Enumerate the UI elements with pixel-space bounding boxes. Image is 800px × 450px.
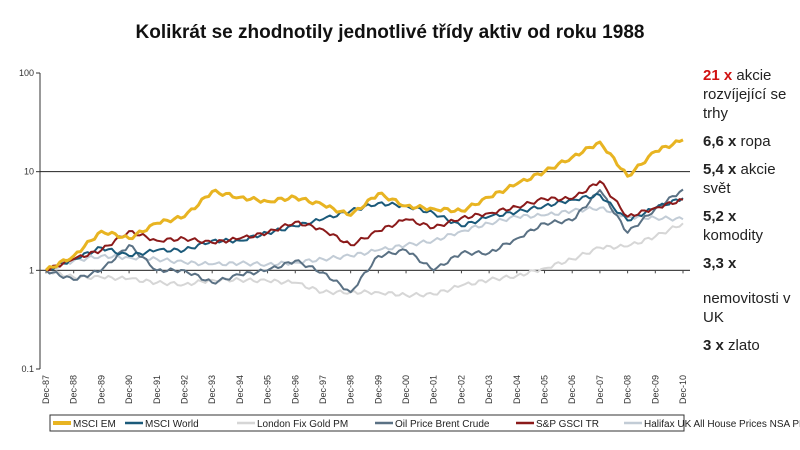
- x-tick-label: Dec-92: [179, 375, 189, 404]
- x-tick-label: Dec-93: [207, 375, 217, 404]
- annotation-label: akcie svět: [703, 161, 776, 197]
- annotation: 21 x akcie rozvíjející se trhy: [703, 66, 800, 123]
- x-tick-label: Dec-97: [318, 375, 328, 404]
- y-tick-label: 100: [19, 68, 34, 78]
- series-line-halifax-uk-all-house-prices-nsa-pr: [45, 206, 684, 272]
- annotation-label: akcie rozvíjející se trhy: [703, 67, 787, 122]
- series-line-msci-em: [44, 138, 684, 272]
- series-line-london-fix-gold-pm: [45, 222, 684, 298]
- annotations: 21 x akcie rozvíjející se trhy 6,6 x ropa…: [703, 66, 800, 364]
- x-tick-label: Dec-87: [41, 375, 51, 404]
- x-tick-label: Dec-10: [678, 375, 688, 404]
- y-tick-label: 1: [29, 265, 34, 275]
- annotation-label: ropa: [740, 133, 771, 150]
- legend-label: Oil Price Brent Crude: [395, 419, 490, 430]
- legend-label: London Fix Gold PM: [257, 419, 348, 430]
- annotation: 3,3 x: [703, 254, 800, 273]
- annotation: 3 x zlato: [703, 336, 800, 355]
- x-tick-label: Dec-99: [373, 375, 383, 404]
- annotation-label: komodity: [703, 227, 764, 244]
- x-tick-label: Dec-09: [650, 375, 660, 404]
- annotation-multiplier: 5,2 x: [703, 208, 737, 225]
- x-tick-label: Dec-90: [124, 375, 134, 404]
- y-tick-label: 10: [24, 167, 34, 177]
- x-tick-label: Dec-01: [429, 375, 439, 404]
- x-tick-label: Dec-89: [96, 375, 106, 404]
- x-tick-label: Dec-02: [456, 375, 466, 404]
- x-tick-label: Dec-94: [235, 375, 245, 404]
- legend: [49, 414, 685, 432]
- legend-label: Halifax UK All House Prices NSA PR: [644, 419, 800, 430]
- x-tick-label: Dec-03: [484, 375, 494, 404]
- legend-label: MSCI EM: [73, 419, 116, 430]
- x-tick-label: Dec-98: [346, 375, 356, 404]
- x-tick-label: Dec-06: [567, 375, 577, 404]
- x-tick-label: Dec-08: [623, 375, 633, 404]
- y-tick-label: 0.1: [21, 364, 34, 374]
- legend-label: S&P GSCI TR: [536, 419, 599, 430]
- annotation-multiplier: 5,4 x: [703, 161, 737, 178]
- annotation-multiplier: 6,6 x: [703, 133, 737, 150]
- annotation: 5,4 x akcie svět: [703, 160, 800, 198]
- annotation-multiplier: 3,3 x: [703, 255, 737, 272]
- x-tick-label: Dec-00: [401, 375, 411, 404]
- chart-title: Kolikrát se zhodnotily jednotlivé třídy …: [135, 22, 645, 43]
- x-tick-label: Dec-91: [152, 375, 162, 404]
- series-line-s-p-gsci-tr: [45, 180, 684, 272]
- x-tick-label: Dec-04: [512, 375, 522, 404]
- annotation: nemovitosti v UK: [703, 289, 800, 327]
- x-tick-label: Dec-05: [540, 375, 550, 404]
- annotation: 5,2 x komodity: [703, 207, 800, 245]
- x-tick-label: Dec-07: [595, 375, 605, 404]
- annotation: 6,6 x ropa: [703, 132, 800, 151]
- annotation-multiplier: 3 x: [703, 337, 724, 354]
- x-tick-label: Dec-95: [263, 375, 273, 404]
- annotation-label: nemovitosti v UK: [703, 290, 791, 326]
- x-tick-label: Dec-96: [290, 375, 300, 404]
- annotation-multiplier: 21 x: [703, 67, 733, 84]
- legend-label: MSCI World: [145, 419, 199, 430]
- series-line-oil-price-brent-crude: [45, 188, 684, 294]
- x-tick-label: Dec-88: [69, 375, 79, 404]
- annotation-label: zlato: [728, 337, 760, 354]
